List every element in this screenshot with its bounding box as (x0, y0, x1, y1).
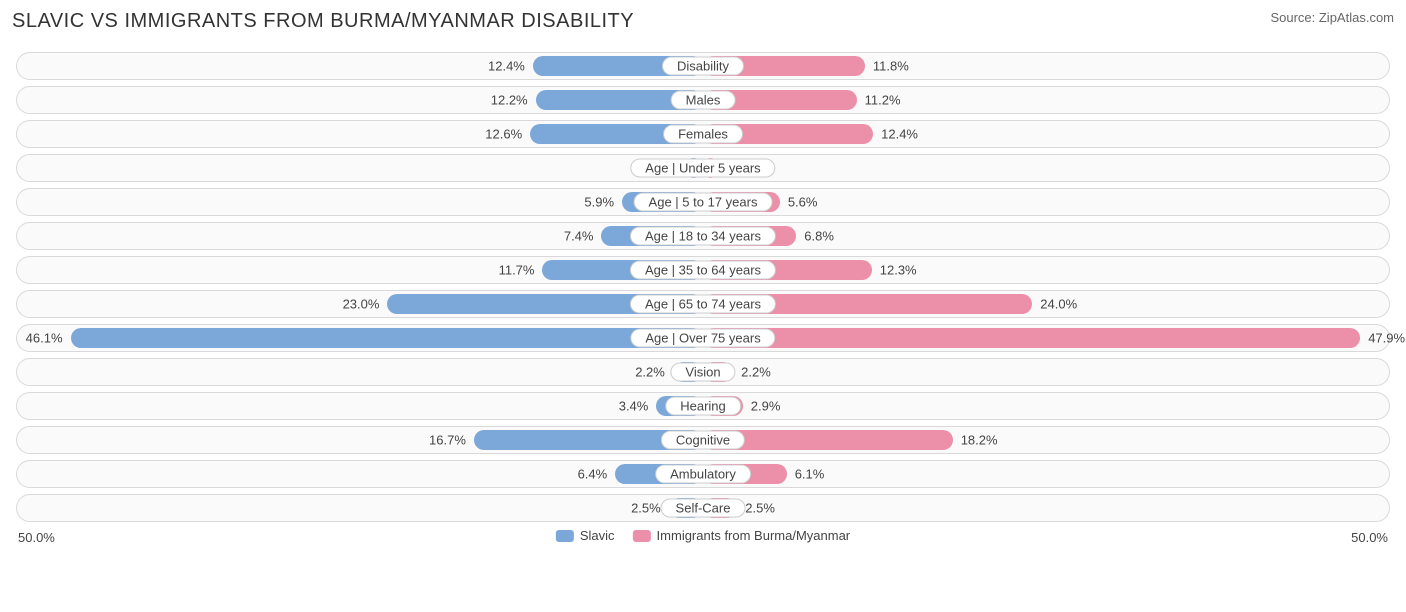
category-pill: Ambulatory (655, 465, 751, 484)
chart-title: SLAVIC VS IMMIGRANTS FROM BURMA/MYANMAR … (12, 10, 634, 33)
bar-left (71, 328, 703, 348)
legend: Slavic Immigrants from Burma/Myanmar (556, 528, 850, 543)
value-label-left: 12.2% (491, 93, 528, 108)
value-label-right: 11.2% (865, 93, 901, 108)
value-label-right: 2.9% (751, 399, 781, 414)
bar-row: 3.4% 2.9% Hearing (16, 392, 1390, 420)
value-label-left: 46.1% (26, 331, 63, 346)
value-label-right: 12.3% (880, 263, 917, 278)
chart-source: Source: ZipAtlas.com (1270, 10, 1394, 25)
bar-right (703, 328, 1360, 348)
bar-row: 6.4% 6.1% Ambulatory (16, 460, 1390, 488)
value-label-left: 2.5% (631, 501, 661, 516)
bar-row: 7.4% 6.8% Age | 18 to 34 years (16, 222, 1390, 250)
axis-max-right: 50.0% (1351, 530, 1388, 545)
category-pill: Vision (670, 363, 735, 382)
legend-item-left: Slavic (556, 528, 615, 543)
chart-footer: 50.0% Slavic Immigrants from Burma/Myanm… (12, 528, 1394, 552)
bar-row: 12.4% 11.8% Disability (16, 52, 1390, 80)
legend-swatch-right (633, 530, 651, 542)
bar-row: 12.6% 12.4% Females (16, 120, 1390, 148)
bar-row: 2.2% 2.2% Vision (16, 358, 1390, 386)
value-label-left: 12.4% (488, 59, 525, 74)
bar-row: 12.2% 11.2% Males (16, 86, 1390, 114)
bar-row: 11.7% 12.3% Age | 35 to 64 years (16, 256, 1390, 284)
value-label-left: 11.7% (499, 263, 535, 278)
value-label-left: 12.6% (485, 127, 522, 142)
value-label-left: 6.4% (578, 467, 608, 482)
value-label-right: 2.2% (741, 365, 771, 380)
category-pill: Age | 65 to 74 years (630, 295, 776, 314)
value-label-right: 5.6% (788, 195, 818, 210)
bar-row: 5.9% 5.6% Age | 5 to 17 years (16, 188, 1390, 216)
category-pill: Males (671, 91, 736, 110)
category-pill: Females (663, 125, 743, 144)
category-pill: Self-Care (661, 499, 746, 518)
value-label-right: 12.4% (881, 127, 918, 142)
value-label-left: 3.4% (619, 399, 649, 414)
legend-label-left: Slavic (580, 528, 615, 543)
value-label-left: 2.2% (635, 365, 665, 380)
value-label-right: 11.8% (873, 59, 909, 74)
chart-area: 12.4% 11.8% Disability 12.2% 11.2% Males 12.6%… (12, 47, 1394, 522)
bar-row: 16.7% 18.2% Cognitive (16, 426, 1390, 454)
axis-max-left: 50.0% (18, 530, 55, 545)
value-label-right: 18.2% (961, 433, 998, 448)
category-pill: Hearing (665, 397, 741, 416)
category-pill: Age | 35 to 64 years (630, 261, 776, 280)
category-pill: Age | 5 to 17 years (634, 193, 773, 212)
category-pill: Disability (662, 57, 744, 76)
category-pill: Age | 18 to 34 years (630, 227, 776, 246)
bar-row: 46.1%47.9%Age | Over 75 years (16, 324, 1390, 352)
value-label-right: 47.9% (1368, 331, 1405, 346)
value-label-left: 16.7% (429, 433, 466, 448)
value-label-left: 23.0% (343, 297, 380, 312)
value-label-right: 24.0% (1040, 297, 1077, 312)
category-pill: Cognitive (661, 431, 745, 450)
legend-label-right: Immigrants from Burma/Myanmar (657, 528, 851, 543)
bar-row: 1.4%1.1%Age | Under 5 years (16, 154, 1390, 182)
category-pill: Age | Over 75 years (630, 329, 775, 348)
legend-item-right: Immigrants from Burma/Myanmar (633, 528, 851, 543)
value-label-right: 2.5% (745, 501, 775, 516)
value-label-left: 5.9% (584, 195, 614, 210)
value-label-right: 6.8% (804, 229, 834, 244)
value-label-right: 6.1% (795, 467, 825, 482)
bar-row: 2.5% 2.5%Self-Care (16, 494, 1390, 522)
value-label-left: 7.4% (564, 229, 594, 244)
bar-row: 23.0% 24.0% Age | 65 to 74 years (16, 290, 1390, 318)
legend-swatch-left (556, 530, 574, 542)
category-pill: Age | Under 5 years (630, 159, 775, 178)
chart-header: SLAVIC VS IMMIGRANTS FROM BURMA/MYANMAR … (12, 10, 1394, 33)
